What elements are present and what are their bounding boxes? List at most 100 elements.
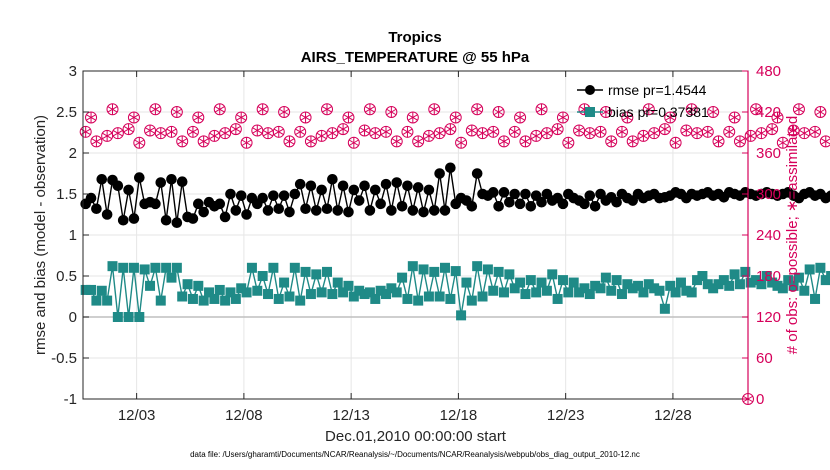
- bias-point: [815, 262, 826, 273]
- count-spoke: [145, 127, 156, 134]
- rmse-point: [418, 206, 429, 218]
- bias-point: [311, 269, 322, 280]
- bias-point: [531, 287, 542, 298]
- count-point: [106, 103, 119, 116]
- bias-point: [536, 277, 547, 288]
- y-right-tick-label: 480: [756, 63, 781, 80]
- count-spoke: [263, 130, 274, 137]
- bias-point: [675, 277, 686, 288]
- rmse-series: [80, 162, 830, 228]
- count-point: [412, 135, 425, 148]
- count-spoke: [386, 108, 397, 116]
- count-point: [256, 103, 269, 116]
- bias-point: [509, 283, 520, 294]
- rmse-point: [375, 198, 386, 210]
- bias-point: [182, 279, 193, 290]
- bias-point: [241, 287, 252, 298]
- bias-point: [209, 293, 220, 304]
- rmse-point: [273, 203, 285, 215]
- count-point: [680, 124, 693, 137]
- count-spoke: [713, 138, 724, 145]
- bias-point: [761, 271, 772, 281]
- bias-point: [445, 293, 456, 304]
- rmse-point: [235, 190, 247, 201]
- bias-point: [584, 289, 595, 300]
- bias-point: [482, 264, 493, 275]
- bias-point: [123, 312, 134, 322]
- bias-point: [579, 283, 590, 294]
- count-spoke: [472, 106, 483, 113]
- bias-point: [171, 262, 182, 273]
- count-spoke: [595, 128, 606, 135]
- count-point: [637, 129, 650, 142]
- count-point: [144, 124, 157, 137]
- count-spoke: [708, 108, 719, 116]
- bias-point: [498, 287, 509, 298]
- count-spoke: [659, 125, 670, 133]
- footnote: data file: /Users/gharamti/Documents/NCA…: [190, 450, 640, 459]
- count-point: [556, 111, 569, 124]
- bias-point: [150, 262, 161, 273]
- y-right-tick-label: 60: [756, 350, 773, 367]
- bias-point: [724, 280, 735, 291]
- count-point: [621, 111, 634, 124]
- count-point: [798, 127, 811, 140]
- rmse-point: [332, 205, 344, 216]
- count-point: [380, 125, 393, 138]
- count-spoke: [498, 138, 510, 145]
- count-point: [535, 103, 548, 116]
- count-point: [122, 123, 135, 136]
- count-point: [792, 103, 805, 116]
- count-spoke: [466, 127, 477, 134]
- count-spoke: [370, 130, 381, 137]
- count-point: [342, 111, 355, 124]
- bias-point: [112, 312, 123, 322]
- bias-point: [600, 272, 611, 283]
- count-point: [573, 124, 586, 137]
- count-spoke: [429, 106, 440, 113]
- rmse-point: [364, 205, 376, 216]
- y-tick-label: 1: [69, 227, 77, 244]
- count-spoke: [729, 114, 740, 121]
- bias-point: [616, 289, 627, 300]
- rmse-point: [160, 214, 172, 226]
- bias-point: [547, 269, 558, 280]
- count-point: [642, 103, 655, 116]
- bias-point: [563, 287, 574, 298]
- rmse-point: [391, 177, 403, 188]
- count-point: [814, 106, 827, 118]
- bias-point: [96, 285, 107, 296]
- count-point: [750, 103, 763, 116]
- bias-point: [756, 279, 767, 290]
- count-point: [272, 125, 285, 138]
- count-point: [583, 127, 596, 140]
- rmse-point: [171, 217, 183, 228]
- count-point: [626, 135, 639, 148]
- count-spoke: [724, 128, 735, 135]
- bias-point: [729, 269, 740, 280]
- bias-point: [145, 280, 156, 291]
- rmse-point: [150, 198, 161, 210]
- bias-point: [289, 262, 300, 273]
- rmse-point: [241, 209, 252, 220]
- count-point: [428, 103, 441, 116]
- count-point: [154, 127, 167, 140]
- count-point: [401, 125, 414, 138]
- rmse-point: [96, 173, 108, 185]
- bias-point: [246, 262, 257, 273]
- count-spoke: [799, 130, 810, 137]
- count-point: [723, 125, 736, 138]
- count-point: [363, 103, 376, 116]
- bias-point: [697, 271, 708, 281]
- y-tick-label: -1: [64, 391, 77, 408]
- bias-point: [177, 291, 188, 302]
- rmse-point: [187, 213, 199, 224]
- count-point: [658, 123, 671, 136]
- count-spoke: [123, 125, 134, 133]
- count-point: [487, 125, 500, 138]
- count-point: [347, 136, 360, 149]
- rmse-point: [219, 211, 231, 223]
- count-spoke: [171, 108, 182, 116]
- legend: rmse pr=1.4544 bias pr=0.37381: [577, 82, 709, 120]
